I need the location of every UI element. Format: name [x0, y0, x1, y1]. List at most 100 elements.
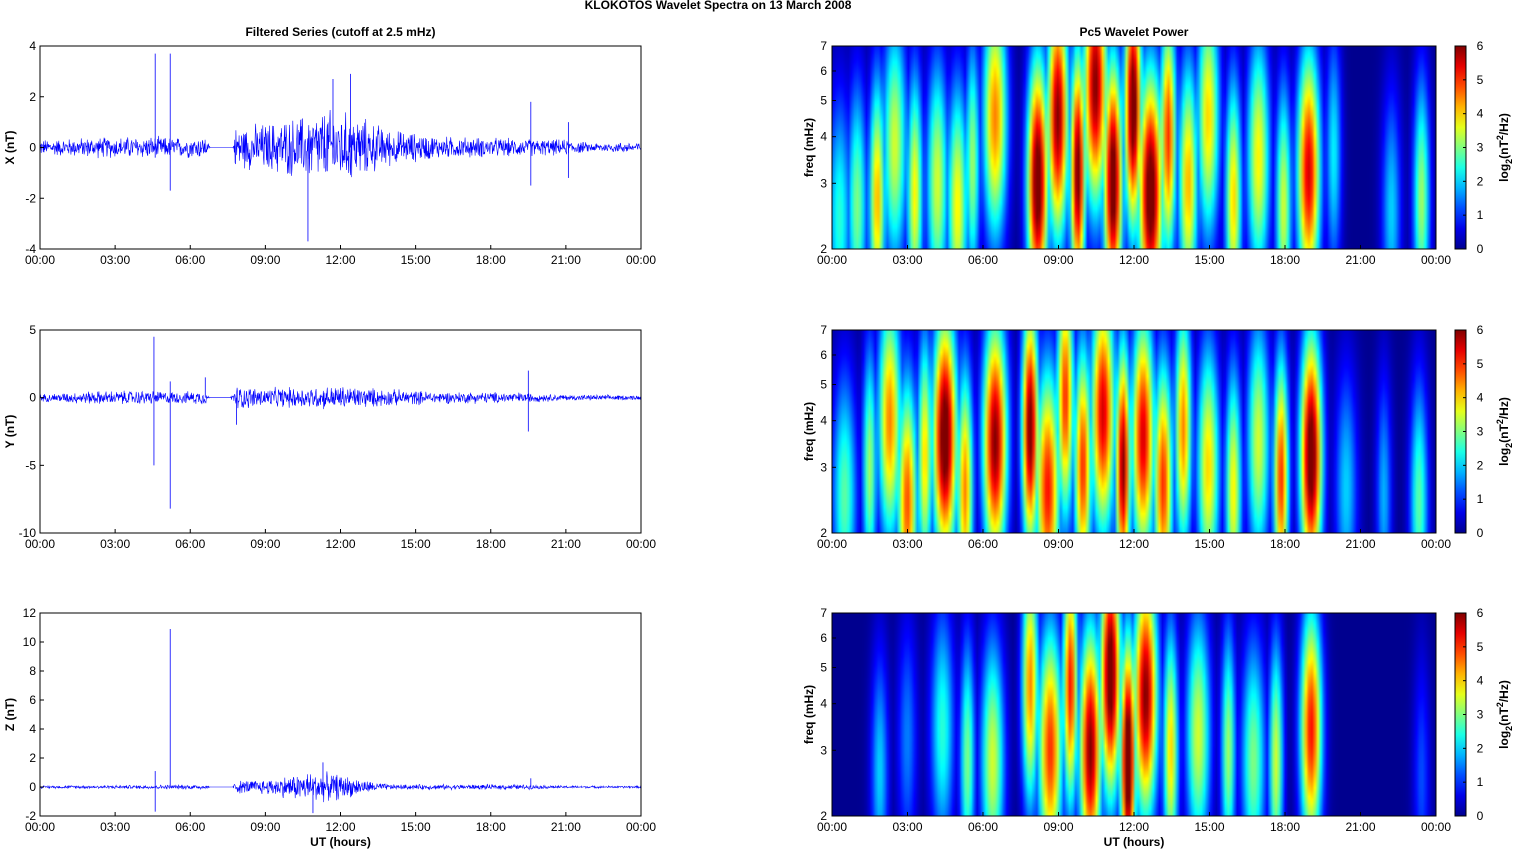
- wavelet-3-xtick-label: 18:00: [1270, 537, 1300, 551]
- wavelet-3-colorbar-title: log2(nT2/Hz): [1495, 397, 1514, 466]
- series-2-xtick-label: 00:00: [626, 537, 656, 551]
- wavelet-5-ytick-label: 4: [820, 697, 827, 711]
- series-4-ytick-label: 10: [23, 635, 37, 649]
- wavelet-5-ytick-label: 2: [820, 809, 827, 823]
- series-4-ytick-label: 6: [29, 693, 36, 707]
- wavelet-5-colorbar-label: 5: [1477, 640, 1484, 654]
- series-2-ytick-label: -5: [25, 458, 36, 472]
- wavelet-5-colorbar-label: 6: [1477, 606, 1484, 620]
- wavelet-3-ytick-label: 6: [820, 348, 827, 362]
- series-2-xtick-label: 12:00: [325, 537, 355, 551]
- wavelet-5-ytick-label: 6: [820, 631, 827, 645]
- series-0-ytick-label: 4: [29, 39, 36, 53]
- wavelet-5-colorbar-title: log2(nT2/Hz): [1495, 680, 1514, 749]
- wavelet-5-xtick-label: 00:00: [817, 820, 847, 834]
- series-0-title: Filtered Series (cutoff at 2.5 mHz): [245, 25, 435, 39]
- wavelet-5-colorbar-label: 1: [1477, 775, 1484, 789]
- wavelet-1-colorbar-label: 5: [1477, 73, 1484, 87]
- series-4-ytick-label: 8: [29, 664, 36, 678]
- wavelet-1-colorbar-label: 0: [1477, 242, 1484, 256]
- wavelet-3-ytick-label: 5: [820, 378, 827, 392]
- wavelet-5-xlabel: UT (hours): [1104, 835, 1165, 849]
- wavelet-5-ylabel: freq (mHz): [802, 685, 816, 744]
- wavelet-3-xtick-label: 06:00: [968, 537, 998, 551]
- series-2-xtick-label: 00:00: [25, 537, 55, 551]
- wavelet-5-xtick-label: 03:00: [892, 820, 922, 834]
- wavelet-1-ytick-label: 2: [820, 242, 827, 256]
- series-4-xtick-label: 18:00: [476, 820, 506, 834]
- figure-title: KLOKOTOS Wavelet Spectra on 13 March 200…: [585, 0, 852, 12]
- wavelet-1-colorbar-title-part: 2: [1504, 159, 1514, 164]
- wavelet-1-xtick-label: 15:00: [1194, 253, 1224, 267]
- wavelet-1-colorbar-label: 1: [1477, 208, 1484, 222]
- series-4-xtick-label: 00:00: [25, 820, 55, 834]
- wavelet-1-xtick-label: 12:00: [1119, 253, 1149, 267]
- series-4-xtick-label: 06:00: [175, 820, 205, 834]
- wavelet-3-ytick-label: 3: [820, 460, 827, 474]
- wavelet-1-power-image: [832, 46, 1436, 249]
- wavelet-3-colorbar-label: 3: [1477, 425, 1484, 439]
- wavelet-1-xtick-label: 06:00: [968, 253, 998, 267]
- wavelet-1-colorbar-title-part: /Hz): [1497, 113, 1511, 135]
- wavelet-1-ytick-label: 5: [820, 94, 827, 108]
- series-0-xtick-label: 21:00: [551, 253, 581, 267]
- series-4-xtick-label: 21:00: [551, 820, 581, 834]
- wavelet-1-colorbar-label: 4: [1477, 107, 1484, 121]
- wavelet-5-xtick-label: 00:00: [1421, 820, 1451, 834]
- series-0-xtick-label: 00:00: [25, 253, 55, 267]
- wavelet-1-ytick-label: 4: [820, 130, 827, 144]
- wavelet-1-ytick-label: 3: [820, 176, 827, 190]
- wavelet-5-power-image: [832, 613, 1436, 816]
- wavelet-3-colorbar-label: 1: [1477, 492, 1484, 506]
- series-0-xtick-label: 18:00: [476, 253, 506, 267]
- wavelet-5-colorbar-label: 3: [1477, 708, 1484, 722]
- series-2-ytick-label: -10: [19, 526, 37, 540]
- wavelet-5-xtick-label: 12:00: [1119, 820, 1149, 834]
- series-4-xtick-label: 09:00: [250, 820, 280, 834]
- series-0-xtick-label: 00:00: [626, 253, 656, 267]
- wavelet-3-colorbar-label: 4: [1477, 391, 1484, 405]
- series-0-ytick-label: 2: [29, 90, 36, 104]
- wavelet-5-xtick-label: 18:00: [1270, 820, 1300, 834]
- wavelet-5-ytick-label: 5: [820, 661, 827, 675]
- wavelet-3-colorbar-label: 5: [1477, 357, 1484, 371]
- series-2-trace: [39, 386, 642, 410]
- wavelet-1-colorbar-label: 3: [1477, 141, 1484, 155]
- series-4-ytick-label: 2: [29, 751, 36, 765]
- series-0-xtick-label: 12:00: [325, 253, 355, 267]
- series-4-ytick-label: 4: [29, 722, 36, 736]
- series-4-xtick-label: 12:00: [325, 820, 355, 834]
- wavelet-1-colorbar-label: 2: [1477, 174, 1484, 188]
- wavelet-3-ytick-label: 7: [820, 323, 827, 337]
- wavelet-3-colorbar-title-part: (nT: [1497, 424, 1511, 443]
- series-4-xtick-label: 00:00: [626, 820, 656, 834]
- wavelet-1-colorbar-title-part: (nT: [1497, 140, 1511, 159]
- wavelet-5-colorbar-title-part: log: [1497, 731, 1511, 749]
- wavelet-5-colorbar-title-part: 2: [1504, 726, 1514, 731]
- wavelet-3-colorbar-title-part: 2: [1495, 419, 1505, 424]
- wavelet-5-colorbar-title-part: /Hz): [1497, 680, 1511, 702]
- wavelet-1-title: Pc5 Wavelet Power: [1080, 25, 1189, 39]
- series-2-frame: [39, 329, 642, 534]
- series-2-xtick-label: 09:00: [250, 537, 280, 551]
- wavelet-5-xtick-label: 06:00: [968, 820, 998, 834]
- series-4-ytick-label: 0: [29, 780, 36, 794]
- wavelet-3-xtick-label: 00:00: [817, 537, 847, 551]
- series-2-xtick-label: 06:00: [175, 537, 205, 551]
- wavelet-3-colorbar-title-part: 2: [1504, 443, 1514, 448]
- series-2-xtick-label: 15:00: [401, 537, 431, 551]
- series-4-trace: [39, 771, 642, 803]
- wavelet-5-ytick-label: 3: [820, 743, 827, 757]
- wavelet-3-xtick-label: 03:00: [892, 537, 922, 551]
- series-0-ytick-label: -2: [25, 191, 36, 205]
- wavelet-5-colorbar-label: 0: [1477, 809, 1484, 823]
- wavelet-1-xtick-label: 00:00: [1421, 253, 1451, 267]
- series-2-ytick-label: 5: [29, 323, 36, 337]
- series-4-ytick-label: -2: [25, 809, 36, 823]
- wavelet-3-colorbar-label: 6: [1477, 323, 1484, 337]
- wavelet-5-colorbar-label: 2: [1477, 741, 1484, 755]
- series-4-xtick-label: 03:00: [100, 820, 130, 834]
- wavelet-1-xtick-label: 18:00: [1270, 253, 1300, 267]
- wavelet-3-xtick-label: 15:00: [1194, 537, 1224, 551]
